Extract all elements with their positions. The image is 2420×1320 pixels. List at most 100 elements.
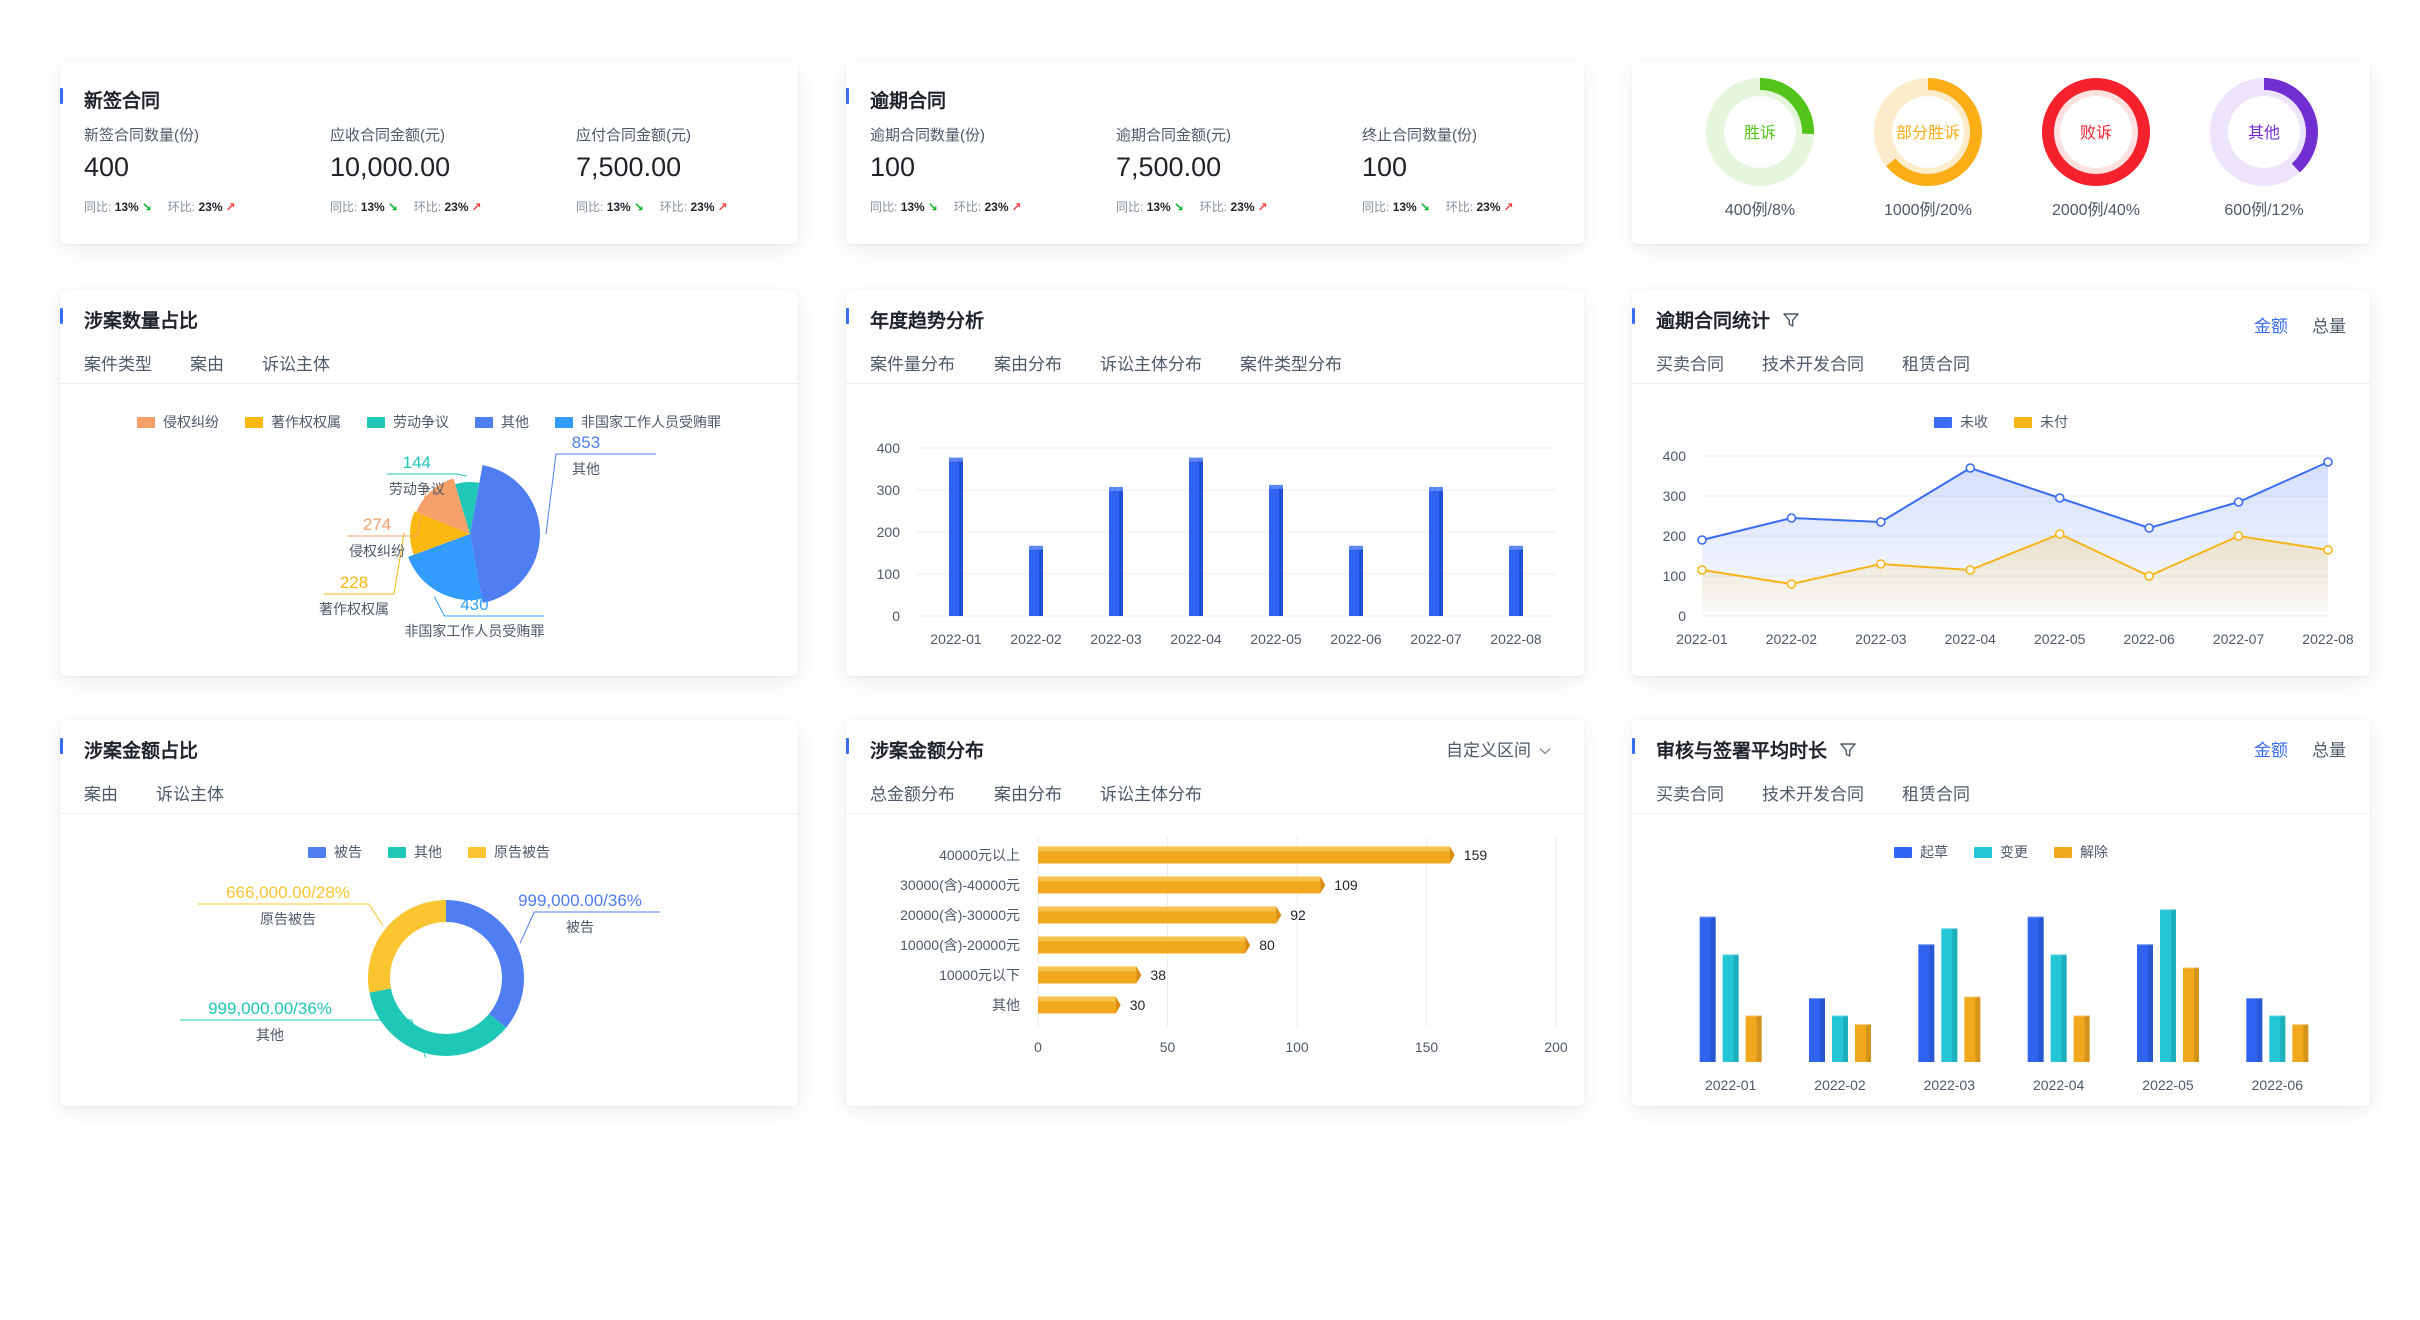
data-point[interactable] — [1786, 579, 1797, 589]
pie-slice[interactable] — [410, 511, 470, 555]
data-point[interactable] — [1876, 559, 1886, 569]
option-amount[interactable]: 金额 — [2254, 317, 2288, 336]
data-point[interactable] — [2054, 493, 2065, 503]
tab-litigant-subject[interactable]: 诉讼主体 — [156, 785, 224, 804]
tab-case-volume[interactable]: 案件量分布 — [870, 355, 955, 374]
bar[interactable] — [2269, 1015, 2286, 1062]
mom-label: 环比: — [659, 200, 688, 214]
pie-value-label: 274 — [363, 515, 391, 534]
bar[interactable] — [2050, 954, 2067, 1062]
stat-label: 逾期合同金额(元) — [1116, 127, 1231, 144]
legend-item[interactable]: 原告被告 — [468, 842, 550, 862]
bar[interactable] — [1832, 1015, 1848, 1062]
legend-item[interactable]: 其他 — [388, 842, 442, 862]
custom-range-dropdown[interactable]: 自定义区间 — [1446, 736, 1551, 761]
donut-slice[interactable] — [369, 988, 507, 1056]
bar[interactable] — [2246, 998, 2263, 1062]
tab-lease-contract[interactable]: 租赁合同 — [1902, 355, 1970, 374]
pie-slice[interactable] — [470, 465, 540, 603]
tab-cause[interactable]: 案由 — [84, 785, 118, 804]
overdue-stats-title: 逾期合同统计 — [1631, 306, 1800, 333]
data-point[interactable] — [2054, 529, 2065, 539]
tab-litigant-amount[interactable]: 诉讼主体分布 — [1100, 785, 1202, 804]
bar[interactable] — [2073, 1015, 2090, 1062]
legend-item[interactable]: 未付 — [2014, 412, 2068, 432]
donut-slice[interactable] — [446, 900, 524, 1028]
pie-slice[interactable] — [416, 478, 470, 534]
bar-side — [2148, 944, 2153, 1062]
trend-down-icon: ↘ — [141, 200, 152, 214]
bar[interactable] — [1941, 928, 1958, 1062]
filter-icon[interactable] — [1782, 311, 1800, 329]
bar[interactable] — [1809, 998, 1825, 1062]
x-tick-label: 2022-08 — [2302, 631, 2354, 647]
ring-progress — [1706, 78, 1814, 186]
data-point[interactable] — [2323, 457, 2333, 467]
bar[interactable] — [2027, 916, 2044, 1062]
bar-side — [1952, 928, 1958, 1062]
bar[interactable] — [2160, 909, 2176, 1062]
tab-cause-dist[interactable]: 案由分布 — [994, 355, 1062, 374]
option-total[interactable]: 总量 — [2312, 317, 2346, 336]
tab-case-type[interactable]: 案件类型 — [84, 355, 152, 374]
option-amount[interactable]: 金额 — [2254, 741, 2288, 760]
data-point[interactable] — [1965, 565, 1976, 575]
donut-slice[interactable] — [368, 900, 446, 993]
pie-slice[interactable] — [455, 482, 480, 534]
data-point[interactable] — [2323, 545, 2333, 555]
data-point[interactable] — [2144, 523, 2154, 533]
filter-icon[interactable] — [1839, 741, 1857, 759]
legend-item[interactable]: 变更 — [1974, 842, 2028, 862]
bar[interactable] — [1722, 954, 1739, 1062]
tab-lease-contract[interactable]: 租赁合同 — [1902, 785, 1970, 804]
tab-total-amount[interactable]: 总金额分布 — [870, 785, 955, 804]
legend-item[interactable]: 非国家工作人员受贿罪 — [555, 412, 721, 432]
tab-sales-contract[interactable]: 买卖合同 — [1656, 785, 1724, 804]
bar[interactable] — [1699, 916, 1716, 1062]
tab-tech-contract[interactable]: 技术开发合同 — [1762, 785, 1864, 804]
bar-top — [1809, 995, 1825, 999]
data-point[interactable] — [2233, 531, 2244, 541]
legend-item[interactable]: 侵权纠纷 — [137, 412, 219, 432]
bar[interactable] — [2292, 1024, 2309, 1062]
tab-cause-amount[interactable]: 案由分布 — [994, 785, 1062, 804]
legend-item[interactable]: 解除 — [2054, 842, 2108, 862]
bar[interactable] — [1964, 996, 1981, 1062]
tab-litigant[interactable]: 诉讼主体 — [262, 355, 330, 374]
data-point[interactable] — [1697, 565, 1707, 575]
legend-item[interactable]: 劳动争议 — [367, 412, 449, 432]
tab-type-dist[interactable]: 案件类型分布 — [1240, 355, 1342, 374]
bar-side — [1439, 490, 1443, 616]
data-point[interactable] — [1697, 535, 1707, 545]
data-point[interactable] — [2233, 497, 2244, 507]
tab-tech-contract[interactable]: 技术开发合同 — [1762, 355, 1864, 374]
bar-top — [2137, 941, 2153, 946]
legend-item[interactable]: 被告 — [308, 842, 362, 862]
bar[interactable] — [2183, 967, 2199, 1062]
data-point[interactable] — [1786, 513, 1797, 523]
option-total[interactable]: 总量 — [2312, 741, 2346, 760]
bar[interactable] — [1918, 944, 1935, 1062]
data-point[interactable] — [1965, 463, 1976, 473]
tab-sales-contract[interactable]: 买卖合同 — [1656, 355, 1724, 374]
data-point[interactable] — [1876, 517, 1886, 527]
trend-up-icon: ↗ — [471, 200, 482, 214]
amount-dist-title: 涉案金额分布 — [845, 736, 984, 763]
tab-litigant-dist[interactable]: 诉讼主体分布 — [1100, 355, 1202, 374]
legend-item[interactable]: 起草 — [1894, 842, 1948, 862]
overdue-stats-tabs: 买卖合同 技术开发合同 租赁合同 — [1632, 336, 2370, 384]
ring-progress — [2210, 78, 2318, 186]
pie-slice[interactable] — [408, 534, 483, 600]
legend-item[interactable]: 著作权权属 — [245, 412, 341, 432]
data-point[interactable] — [2144, 571, 2154, 581]
verdict-caption: 400例/8% — [1724, 202, 1796, 219]
bar[interactable] — [1745, 1015, 1762, 1062]
legend-item[interactable]: 其他 — [475, 412, 529, 432]
bar[interactable] — [1855, 1024, 1871, 1062]
bar-side — [1929, 944, 1935, 1062]
bar-side — [1756, 1015, 1762, 1062]
bar[interactable] — [2137, 944, 2153, 1062]
legend-item[interactable]: 未收 — [1934, 412, 1988, 432]
tab-case-cause[interactable]: 案由 — [190, 355, 224, 374]
legend-label: 变更 — [2000, 844, 2028, 860]
